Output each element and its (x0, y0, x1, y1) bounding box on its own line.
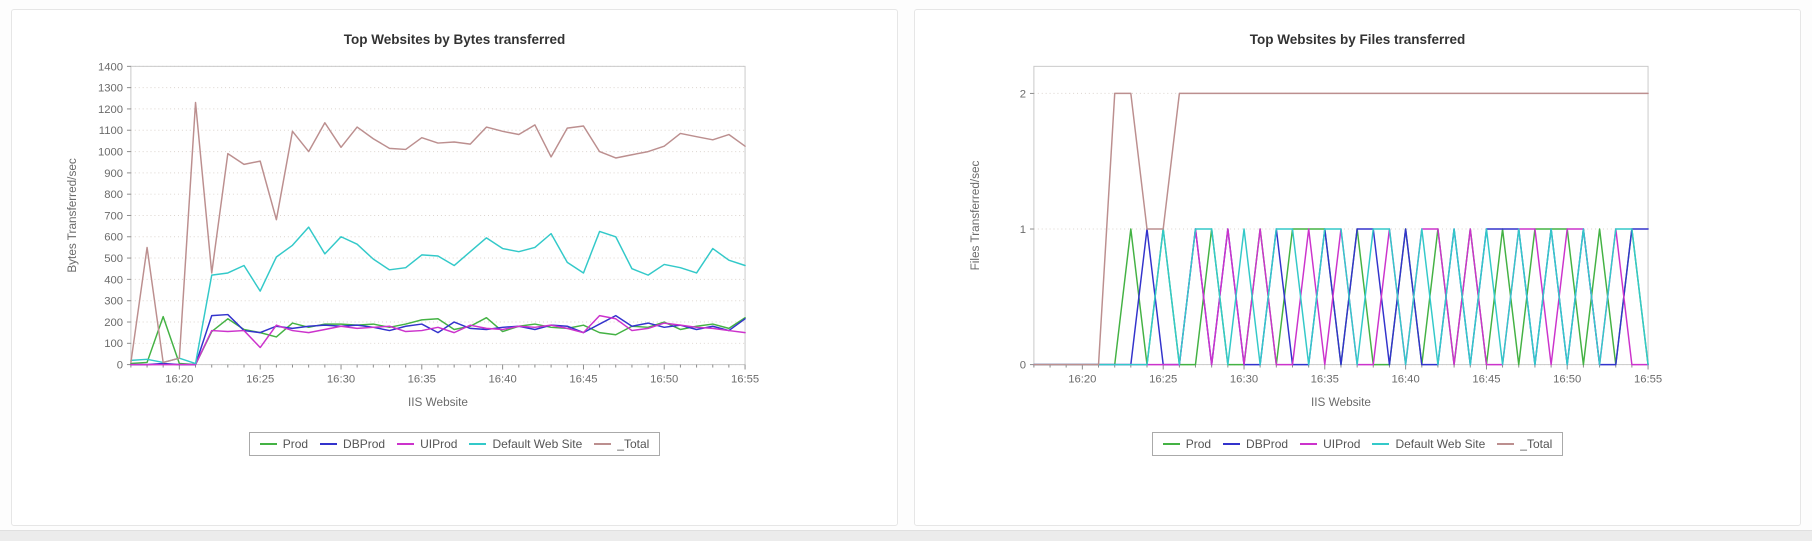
y-tick-label: 700 (104, 210, 123, 222)
legend-label-default-web-site: Default Web Site (1395, 437, 1486, 451)
legend-swatch-uiprod (1300, 443, 1318, 445)
x-tick-label: 16:25 (1149, 373, 1177, 385)
y-tick-label: 800 (104, 189, 123, 201)
x-tick-label: 16:25 (246, 373, 274, 385)
y-tick-label: 400 (104, 274, 123, 286)
legend-bytes: Prod DBProd UIProd Default Web Site _Total (248, 432, 661, 456)
x-tick-label: 16:35 (408, 373, 436, 385)
y-axis-label: Files Transferred/sec (969, 160, 982, 270)
x-tick-label: 16:55 (1634, 373, 1662, 385)
x-axis-label: IIS Website (408, 396, 468, 409)
series-line-dbprod (1032, 228, 1649, 366)
x-tick-label: 16:50 (1553, 373, 1581, 385)
legend-item-prod: Prod (259, 437, 309, 451)
legend-item-uiprod: UIProd (397, 437, 457, 451)
legend-item-dbprod: DBProd (320, 437, 385, 451)
legend-swatch-total (594, 443, 612, 445)
series-line-prod (1032, 228, 1649, 366)
series-line-uiprod (129, 314, 746, 366)
legend-swatch-dbprod (320, 443, 338, 445)
legend-item-prod: Prod (1162, 437, 1212, 451)
series-line-uiprod (1032, 228, 1649, 366)
y-tick-label: 200 (104, 317, 123, 329)
y-tick-label: 100 (104, 338, 123, 350)
y-tick-label: 1400 (98, 61, 123, 73)
y-tick-label: 1200 (98, 104, 123, 116)
bytes-chart-canvas: 0 100 200 300 400 500 600 700 800 900 1000 1100 1200… (66, 61, 759, 409)
x-axis-label: IIS Website (1311, 396, 1371, 409)
legend-swatch-prod (259, 443, 277, 445)
x-tick-label: 16:40 (488, 373, 516, 385)
legend-item-dbprod: DBProd (1223, 437, 1288, 451)
series-line-default-web-site (1032, 228, 1649, 366)
legend-label-prod: Prod (1185, 437, 1212, 451)
legend-label-total: _Total (617, 437, 650, 451)
x-tick-label: 16:35 (1311, 373, 1339, 385)
legend-swatch-uiprod (397, 443, 415, 445)
series-line-default-web-site (129, 226, 746, 365)
legend-item-default-web-site: Default Web Site (1372, 437, 1485, 451)
y-tick-label: 300 (104, 296, 123, 308)
panel-bytes-transferred: Top Websites by Bytes transferred 0 100 20… (11, 9, 898, 526)
series-line-dbprod (129, 313, 746, 366)
series-line-total (129, 101, 746, 364)
x-tick-label: 16:20 (165, 373, 193, 385)
series-line-total (1032, 92, 1649, 366)
y-tick-label: 0 (1020, 360, 1026, 372)
legend-row-files: Prod DBProd UIProd Default Web Site _Total (915, 432, 1800, 456)
chart-title-files: Top Websites by Files transferred (1249, 32, 1466, 47)
legend-label-dbprod: DBProd (1246, 437, 1289, 451)
legend-label-total: _Total (1520, 437, 1553, 451)
y-tick-label: 0 (117, 360, 123, 372)
y-tick-label: 1000 (98, 147, 123, 159)
legend-swatch-default-web-site (469, 443, 487, 445)
x-tick-label: 16:30 (1230, 373, 1258, 385)
y-tick-label: 900 (104, 168, 123, 180)
legend-swatch-prod (1162, 443, 1180, 445)
legend-item-total: _Total (594, 437, 649, 451)
legend-label-uiprod: UIProd (420, 437, 458, 451)
charts-row: Top Websites by Bytes transferred 0 100 20… (11, 9, 1801, 526)
chart-title-bytes: Top Websites by Bytes transferred (343, 32, 566, 47)
legend-swatch-default-web-site (1372, 443, 1390, 445)
legend-item-uiprod: UIProd (1300, 437, 1360, 451)
bottom-strip (0, 530, 1812, 541)
y-tick-label: 500 (104, 253, 123, 265)
x-tick-label: 16:50 (650, 373, 678, 385)
legend-label-prod: Prod (282, 437, 309, 451)
legend-label-default-web-site: Default Web Site (492, 437, 583, 451)
y-tick-label: 1 (1020, 224, 1026, 236)
y-tick-label: 2 (1020, 88, 1026, 100)
legend-swatch-total (1497, 443, 1515, 445)
legend-files: Prod DBProd UIProd Default Web Site _Total (1151, 432, 1564, 456)
x-tick-label: 16:55 (731, 373, 759, 385)
y-tick-label: 600 (104, 232, 123, 244)
legend-item-total: _Total (1497, 437, 1552, 451)
series-line-prod (129, 315, 746, 366)
x-tick-label: 16:20 (1068, 373, 1096, 385)
legend-item-default-web-site: Default Web Site (469, 437, 582, 451)
files-chart-canvas: 0 1 2 16:20 16:25 16:30 16:35 16:40 16:45 16:50 16… (969, 65, 1662, 409)
x-tick-label: 16:45 (1472, 373, 1500, 385)
y-tick-label: 1300 (98, 83, 123, 95)
x-tick-label: 16:45 (569, 373, 597, 385)
legend-label-uiprod: UIProd (1323, 437, 1361, 451)
legend-swatch-dbprod (1223, 443, 1241, 445)
y-axis-label: Bytes Transferred/sec (66, 158, 79, 273)
y-tick-label: 1100 (99, 125, 123, 137)
legend-row-bytes: Prod DBProd UIProd Default Web Site _Total (12, 432, 897, 456)
x-tick-label: 16:30 (327, 373, 355, 385)
x-tick-label: 16:40 (1391, 373, 1419, 385)
legend-label-dbprod: DBProd (343, 437, 386, 451)
panel-files-transferred: Top Websites by Files transferred 0 1 2 16:… (914, 9, 1801, 526)
